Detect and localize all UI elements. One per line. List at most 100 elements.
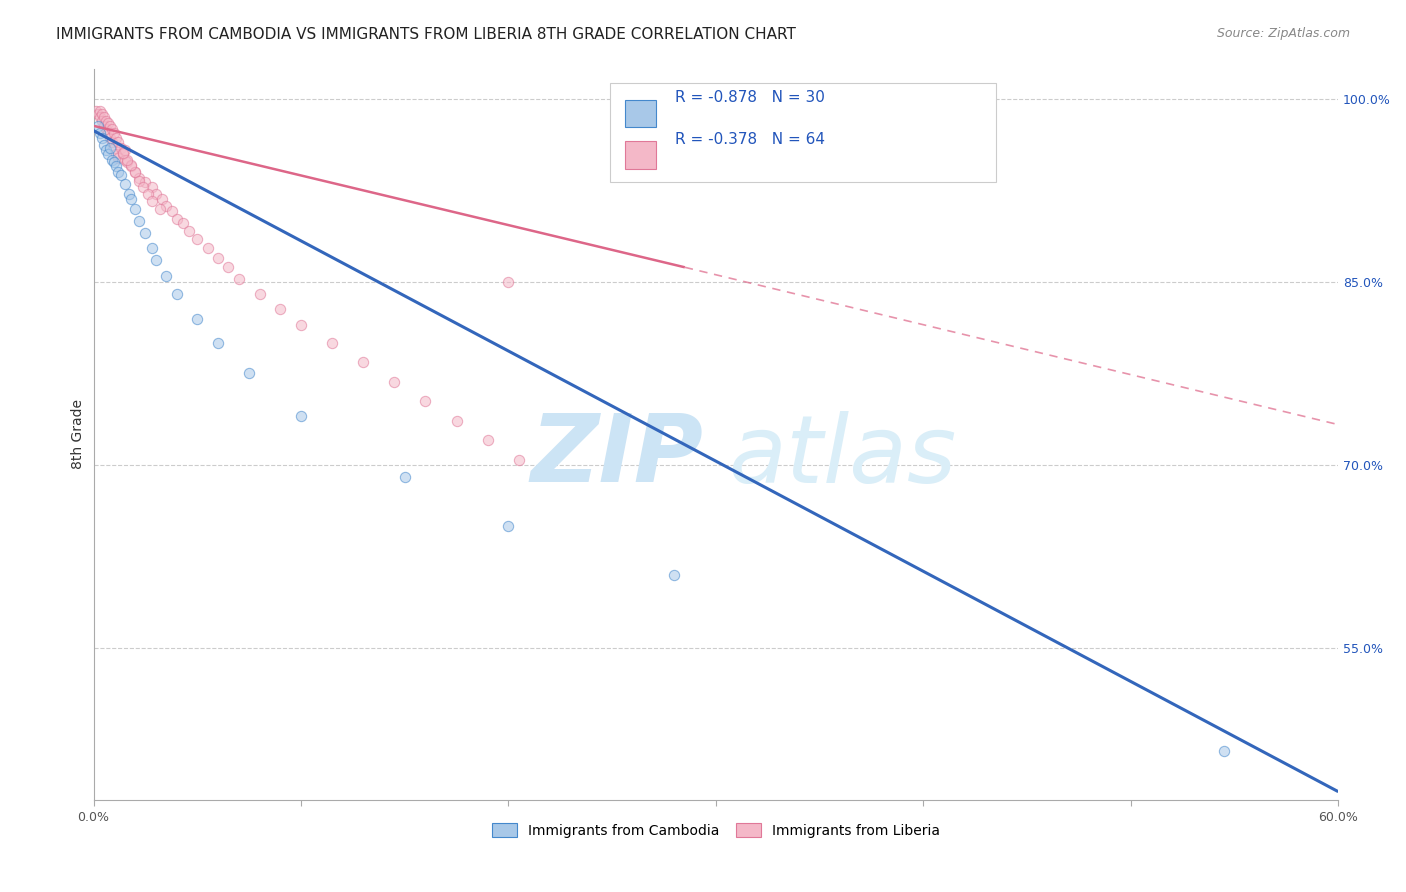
Point <box>124 165 146 179</box>
Point <box>162 204 184 219</box>
Point <box>103 126 125 140</box>
FancyBboxPatch shape <box>610 83 995 182</box>
Point <box>238 367 260 381</box>
Point <box>166 287 188 301</box>
Point <box>110 141 132 155</box>
Point <box>141 241 163 255</box>
Point <box>134 175 156 189</box>
Point <box>166 211 188 226</box>
Point <box>141 194 163 209</box>
Point <box>124 165 146 179</box>
Point <box>321 335 343 350</box>
Point <box>97 126 120 140</box>
Point <box>93 138 115 153</box>
Point <box>136 187 159 202</box>
Point <box>145 187 167 202</box>
Point <box>145 252 167 267</box>
Point <box>141 179 163 194</box>
Point <box>89 126 111 140</box>
Point <box>90 106 112 120</box>
Text: Source: ZipAtlas.com: Source: ZipAtlas.com <box>1216 27 1350 40</box>
Point <box>115 153 138 167</box>
Point <box>120 159 142 173</box>
Point <box>114 178 136 192</box>
Point <box>105 147 128 161</box>
Point <box>382 375 405 389</box>
Point <box>664 567 686 582</box>
Point <box>103 141 125 155</box>
Point <box>87 119 110 133</box>
Point <box>84 104 107 119</box>
Text: R = -0.378   N = 64: R = -0.378 N = 64 <box>675 132 825 147</box>
Point <box>415 394 437 409</box>
Point <box>98 131 121 145</box>
Point <box>352 355 374 369</box>
Text: ZIP: ZIP <box>530 410 703 502</box>
Point <box>114 143 136 157</box>
Point <box>101 135 124 149</box>
Point <box>93 119 115 133</box>
Point <box>207 251 229 265</box>
Point <box>111 145 134 160</box>
Point <box>207 335 229 350</box>
Point <box>115 155 138 169</box>
Point <box>498 275 520 289</box>
Point <box>197 241 219 255</box>
Point <box>90 131 112 145</box>
Point <box>128 214 150 228</box>
Point <box>128 174 150 188</box>
Point <box>186 232 208 246</box>
Point <box>394 470 416 484</box>
Point <box>111 147 134 161</box>
Point <box>94 114 117 128</box>
Point <box>290 409 312 423</box>
Point <box>97 116 120 130</box>
Point <box>89 110 111 124</box>
Point <box>101 122 124 136</box>
Text: atlas: atlas <box>728 411 956 502</box>
Point <box>134 226 156 240</box>
Point <box>94 143 117 157</box>
Point <box>107 151 129 165</box>
Point <box>124 202 146 216</box>
Point <box>94 122 117 136</box>
Point <box>477 434 499 448</box>
Point <box>118 187 141 202</box>
Point <box>110 168 132 182</box>
Point <box>105 159 128 173</box>
Point <box>150 192 173 206</box>
Point <box>107 135 129 149</box>
Point <box>107 165 129 179</box>
Point <box>101 153 124 167</box>
Point <box>149 202 172 216</box>
Point <box>120 192 142 206</box>
Point <box>186 311 208 326</box>
Point <box>114 153 136 167</box>
Point <box>98 141 121 155</box>
Text: IMMIGRANTS FROM CAMBODIA VS IMMIGRANTS FROM LIBERIA 8TH GRADE CORRELATION CHART: IMMIGRANTS FROM CAMBODIA VS IMMIGRANTS F… <box>56 27 796 42</box>
Point <box>249 287 271 301</box>
Legend: Immigrants from Cambodia, Immigrants from Liberia: Immigrants from Cambodia, Immigrants fro… <box>485 816 948 845</box>
Y-axis label: 8th Grade: 8th Grade <box>72 400 86 469</box>
Point <box>290 318 312 332</box>
Point <box>93 110 115 124</box>
Point <box>498 518 520 533</box>
Point <box>97 147 120 161</box>
Point <box>508 453 530 467</box>
Point <box>177 224 200 238</box>
Point <box>1213 744 1236 758</box>
Point <box>128 171 150 186</box>
Point <box>89 104 111 119</box>
Point <box>172 216 194 230</box>
Point <box>87 106 110 120</box>
Point <box>228 272 250 286</box>
Point <box>132 179 155 194</box>
Point <box>446 414 468 428</box>
Point <box>155 268 177 283</box>
FancyBboxPatch shape <box>626 100 657 127</box>
Text: R = -0.878   N = 30: R = -0.878 N = 30 <box>675 90 825 105</box>
Point <box>105 131 128 145</box>
FancyBboxPatch shape <box>626 141 657 169</box>
Point <box>155 199 177 213</box>
Point <box>90 114 112 128</box>
